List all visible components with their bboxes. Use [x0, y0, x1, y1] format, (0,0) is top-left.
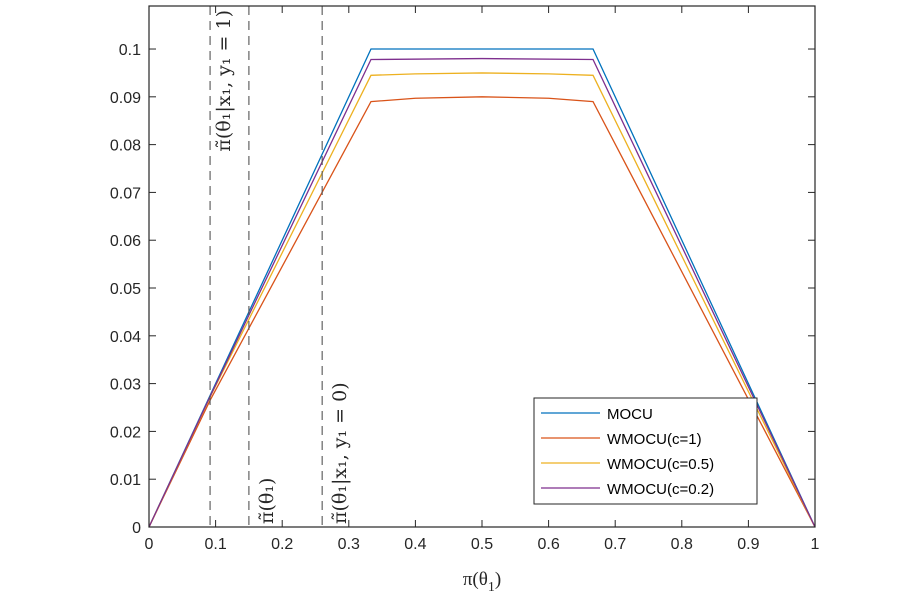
y-tick-label: 0.09 [110, 90, 141, 107]
x-tick-label: 0.1 [204, 536, 226, 553]
x-tick-label: 0.6 [537, 536, 559, 553]
legend-label-3: WMOCU(c=0.2) [607, 481, 714, 498]
vline-label-2: π̃(θ₁|x₁, y₁ = 0) [329, 382, 351, 524]
vline-label-0: π̃(θ₁|x₁, y₁ = 1) [213, 10, 235, 152]
vline-label-1: π̃(θ₁) [256, 478, 278, 524]
legend-label-0: MOCU [607, 406, 653, 423]
legend-label-2: WMOCU(c=0.5) [607, 456, 714, 473]
x-axis-label-subscript: 1 [488, 580, 495, 595]
y-tick-label: 0.01 [110, 472, 141, 489]
legend-box [533, 397, 758, 505]
x-tick-label: 0.7 [604, 536, 626, 553]
y-tick-label: 0.08 [110, 138, 141, 155]
x-tick-label: 0.2 [271, 536, 293, 553]
axes-layer: 0 0.1 0.2 0.3 0.4 0.5 0.6 0.7 0.8 0.9 1 0 0.01 0.02 0.… [110, 5, 820, 553]
series-line-1 [148, 96, 816, 528]
y-tick-label: 0.06 [110, 233, 141, 250]
y-tick-label: 0.07 [110, 185, 141, 202]
x-tick-label: 1 [811, 536, 820, 553]
legend: MOCU WMOCU(c=1) WMOCU(c=0.5) WMOCU(c=0.2) [533, 397, 758, 505]
x-tick-label: 0.5 [471, 536, 493, 553]
x-tick-label: 0.9 [737, 536, 759, 553]
y-tick-label: 0 [132, 520, 141, 537]
x-tick-label: 0.4 [404, 536, 426, 553]
x-axis-label-close: ) [495, 569, 501, 590]
y-tick-label: 0.03 [110, 377, 141, 394]
legend-label-1: WMOCU(c=1) [607, 431, 702, 448]
y-tick-label: 0.02 [110, 424, 141, 441]
y-tick-label: 0.05 [110, 281, 141, 298]
series-line-0 [148, 48, 816, 528]
y-tick-label: 0.04 [110, 329, 141, 346]
series-line-3 [148, 57, 816, 528]
vline-layer: π̃(θ₁|x₁, y₁ = 1) π̃(θ₁) π̃(θ₁|x₁, y₁ = 0) [209, 6, 351, 527]
x-tick-label: 0.3 [338, 536, 360, 553]
series-layer [148, 48, 816, 528]
x-tick-label: 0 [145, 536, 154, 553]
x-tick-label: 0.8 [671, 536, 693, 553]
series-line-2 [148, 72, 816, 528]
y-tick-label: 0.1 [119, 42, 141, 59]
